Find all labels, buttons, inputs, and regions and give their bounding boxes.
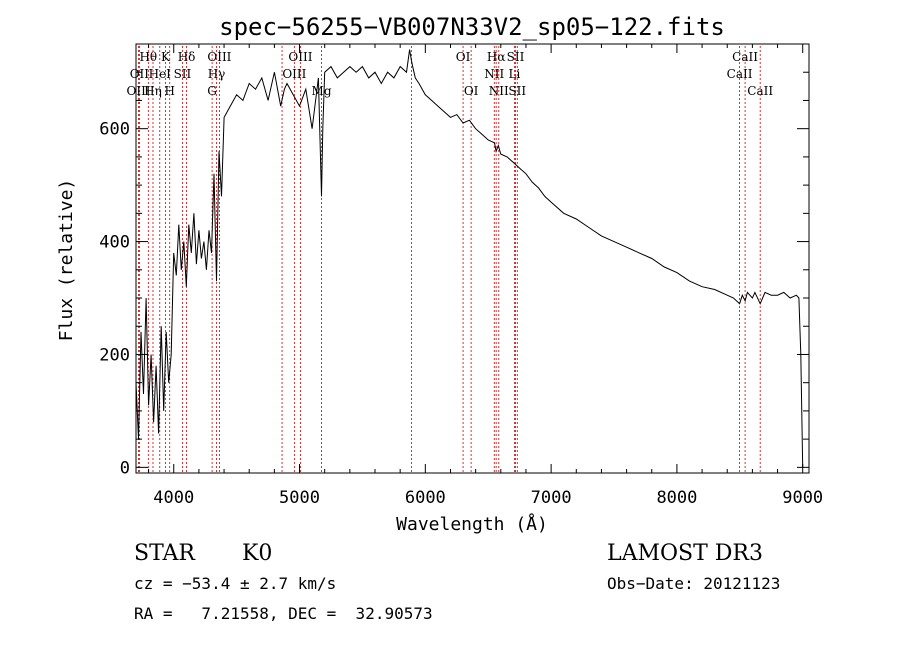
spectral-line-label: OIII (282, 67, 306, 81)
spectrum-line (135, 49, 804, 468)
spectral-line-label: OI (456, 50, 471, 64)
spectral-line-label: NII (484, 67, 504, 81)
y-axis-ticks: 0 200 400 600 (99, 71, 809, 478)
spectral-line-label: OIII (207, 50, 231, 64)
spectral-line-label: SII (174, 67, 192, 81)
x-tick-label: 7000 (531, 488, 572, 508)
spectral-line-label: K (161, 50, 171, 64)
spectral-line-label: Hθ (139, 50, 157, 64)
spectral-line-label: OIII (288, 50, 312, 64)
ra-dec-coordinates: RA = 7.21558, DEC = 32.90573 (134, 604, 433, 623)
spectral-line-label: Hα (487, 50, 506, 64)
observation-date: Obs−Date: 20121123 (607, 574, 780, 593)
spectral-line-label: OII (130, 67, 150, 81)
spectral-line-markers (138, 46, 761, 473)
object-class: STAR (134, 541, 196, 566)
x-tick-label: 5000 (279, 488, 320, 508)
x-axis-ticks: 4000 5000 6000 7000 8000 9000 (148, 44, 823, 508)
spectral-line-label: Hγ (208, 67, 226, 81)
spectral-line-label: CaII (727, 67, 753, 81)
redshift-cz: cz = −53.4 ± 2.7 km/s (134, 574, 336, 593)
x-tick-label: 8000 (656, 488, 697, 508)
spectral-line-label: Li (508, 67, 520, 81)
spectral-line-label: CaII (747, 84, 773, 98)
x-tick-label: 6000 (405, 488, 446, 508)
spectral-line-label: Mg (312, 84, 332, 98)
spectral-line-label: OIII (126, 84, 150, 98)
y-axis-label: Flux (relative) (56, 179, 77, 342)
y-tick-label: 600 (99, 120, 130, 140)
spectral-line-labels: HθOIIOIIIKHeIHηHδSIIHOIIIHγGOIIIOIIIMgOI… (126, 50, 773, 98)
y-tick-label: 0 (120, 458, 130, 478)
x-tick-label: 4000 (153, 488, 194, 508)
spectral-line-label: H (164, 84, 174, 98)
spectral-line-label: NII (489, 84, 509, 98)
x-axis-label: Wavelength (Å) (396, 513, 548, 535)
chart-title: spec−56255−VB007N33V2_sp05−122.fits (219, 13, 725, 41)
spectral-line-label: SII (507, 50, 525, 64)
spectral-line-label: CaII (732, 50, 758, 64)
spectral-line-label: Hδ (178, 50, 196, 64)
spectral-line-label: Hη (144, 84, 162, 98)
survey-name: LAMOST DR3 (607, 541, 763, 566)
spectral-line-label: SII (508, 84, 526, 98)
plot-frame (135, 43, 810, 474)
spectral-line-label: G (207, 84, 217, 98)
y-tick-label: 200 (99, 345, 130, 365)
object-subclass: K0 (242, 541, 272, 566)
x-tick-label: 9000 (782, 488, 823, 508)
y-tick-label: 400 (99, 233, 130, 253)
spectral-line-label: OI (464, 84, 479, 98)
spectral-line-label: HeI (149, 67, 172, 81)
